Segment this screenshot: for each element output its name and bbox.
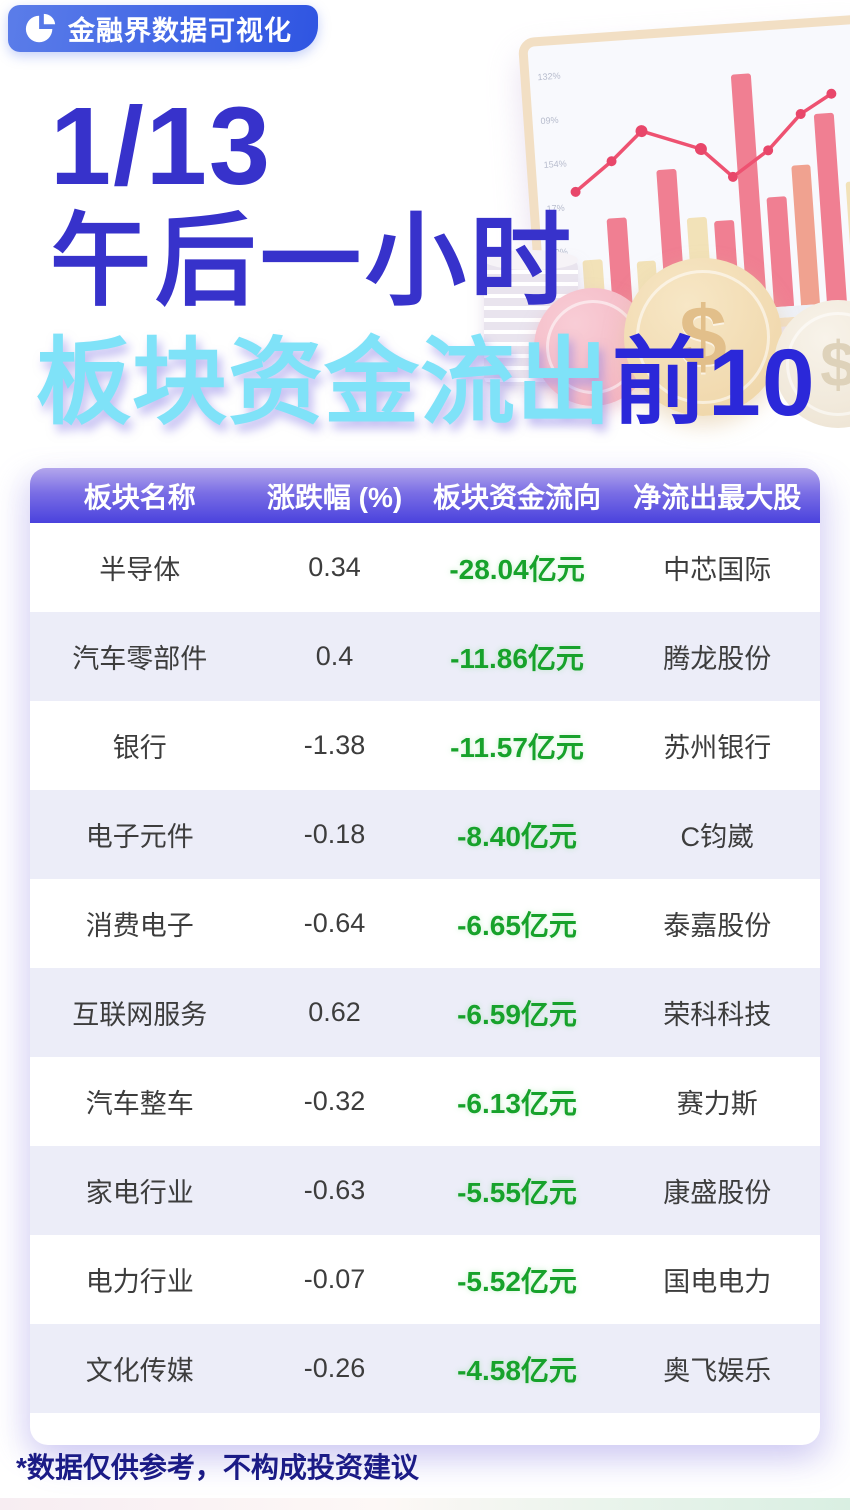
header-flow: 板块资金流向 <box>433 481 602 513</box>
change-cell: -0.26 <box>303 1353 366 1383</box>
change-cell: 0.4 <box>315 641 354 671</box>
sector-cell: 半导体 <box>99 555 181 585</box>
table-row: 汽车整车 -0.32 -6.13亿元 赛力斯 <box>30 1057 820 1146</box>
header-change: 涨跌幅 (%) <box>266 481 403 513</box>
flow-cell: -6.59亿元 <box>457 998 577 1030</box>
stock-cell: 腾龙股份 <box>663 644 772 674</box>
flow-cell: -5.55亿元 <box>457 1176 577 1208</box>
table-row: 消费电子 -0.64 -6.65亿元 泰嘉股份 <box>30 879 820 968</box>
table-row: 电力行业 -0.07 -5.52亿元 国电电力 <box>30 1235 820 1324</box>
table-row: 文化传媒 -0.26 -4.58亿元 奥飞娱乐 <box>30 1324 820 1413</box>
flow-cell: -11.57亿元 <box>450 731 584 763</box>
title-subject-suffix: 前10 <box>612 330 816 436</box>
table-header-row: 板块名称 涨跌幅 (%) 板块资金流向 净流出最大股 <box>30 468 820 523</box>
gold-dollar-coin-icon: $ <box>624 258 782 416</box>
table-row: 银行 -1.38 -11.57亿元 苏州银行 <box>30 701 820 790</box>
sector-cell: 电子元件 <box>85 822 194 852</box>
disclaimer-text: *数据仅供参考，不构成投资建议 <box>16 1452 419 1483</box>
pie-chart-icon <box>25 13 56 42</box>
sector-cell: 银行 <box>112 733 167 763</box>
change-cell: -0.18 <box>303 819 366 849</box>
brand-badge-label: 金融界数据可视化 <box>68 16 292 46</box>
bottom-gradient-strip <box>0 1498 850 1510</box>
table-row: 汽车零部件 0.4 -11.86亿元 腾龙股份 <box>30 612 820 701</box>
stock-cell: 荣科科技 <box>663 1000 772 1030</box>
chart-coins-illustration: 132% 09% 154% 17% 00% 89% <box>482 0 850 475</box>
title-period: 午后一小时 <box>50 206 576 318</box>
flow-cell: -28.04亿元 <box>449 553 585 585</box>
stock-cell: 赛力斯 <box>676 1089 758 1119</box>
flow-cell: -8.40亿元 <box>457 820 577 852</box>
table-row: 家电行业 -0.63 -5.55亿元 康盛股份 <box>30 1146 820 1235</box>
sector-outflow-table: 板块名称 涨跌幅 (%) 板块资金流向 净流出最大股 半导体 0.34 -28.… <box>30 468 820 1445</box>
sector-cell: 文化传媒 <box>85 1356 194 1386</box>
sector-cell: 家电行业 <box>85 1178 194 1208</box>
title-subject: 板块资金流出前10 <box>36 336 816 431</box>
sector-cell: 消费电子 <box>85 911 194 941</box>
stock-cell: 泰嘉股份 <box>663 911 772 941</box>
stock-cell: 奥飞娱乐 <box>663 1356 772 1386</box>
stock-cell: 苏州银行 <box>663 733 772 763</box>
sector-cell: 电力行业 <box>85 1267 194 1297</box>
title-date: 1/13 <box>50 85 273 208</box>
change-cell: 0.62 <box>308 997 361 1027</box>
flow-cell: -4.58亿元 <box>457 1354 577 1386</box>
table-body: 半导体 0.34 -28.04亿元 中芯国际 汽车零部件 0.4 -11.86亿… <box>30 523 820 1413</box>
stock-cell: 国电电力 <box>663 1267 772 1297</box>
stock-cell: 中芯国际 <box>663 555 772 585</box>
flow-cell: -5.52亿元 <box>457 1265 577 1297</box>
flow-cell: -6.65亿元 <box>457 909 577 941</box>
change-cell: -0.64 <box>303 908 366 938</box>
flow-cell: -6.13亿元 <box>457 1087 577 1119</box>
mini-line-chart <box>570 88 837 197</box>
flow-cell: -11.86亿元 <box>450 642 584 674</box>
sector-cell: 汽车零部件 <box>72 644 208 674</box>
brand-badge: 金融界数据可视化 <box>8 5 318 52</box>
change-cell: -0.32 <box>303 1086 366 1116</box>
title-subject-highlight: 板块资金流出 <box>36 330 613 436</box>
table-row: 互联网服务 0.62 -6.59亿元 荣科科技 <box>30 968 820 1057</box>
change-cell: -1.38 <box>303 730 366 760</box>
stock-cell: C钧崴 <box>680 822 755 852</box>
sector-cell: 互联网服务 <box>72 1000 208 1030</box>
change-cell: -0.63 <box>303 1175 366 1205</box>
mini-chart-board: 132% 09% 154% 17% 00% 89% <box>517 14 850 344</box>
change-cell: 0.34 <box>308 552 361 582</box>
change-cell: -0.07 <box>303 1264 366 1294</box>
header-stock: 净流出最大股 <box>633 481 802 513</box>
header-sector: 板块名称 <box>83 481 196 513</box>
table-row: 电子元件 -0.18 -8.40亿元 C钧崴 <box>30 790 820 879</box>
sector-cell: 汽车整车 <box>85 1089 194 1119</box>
stock-cell: 康盛股份 <box>663 1178 772 1208</box>
table-row: 半导体 0.34 -28.04亿元 中芯国际 <box>30 523 820 612</box>
